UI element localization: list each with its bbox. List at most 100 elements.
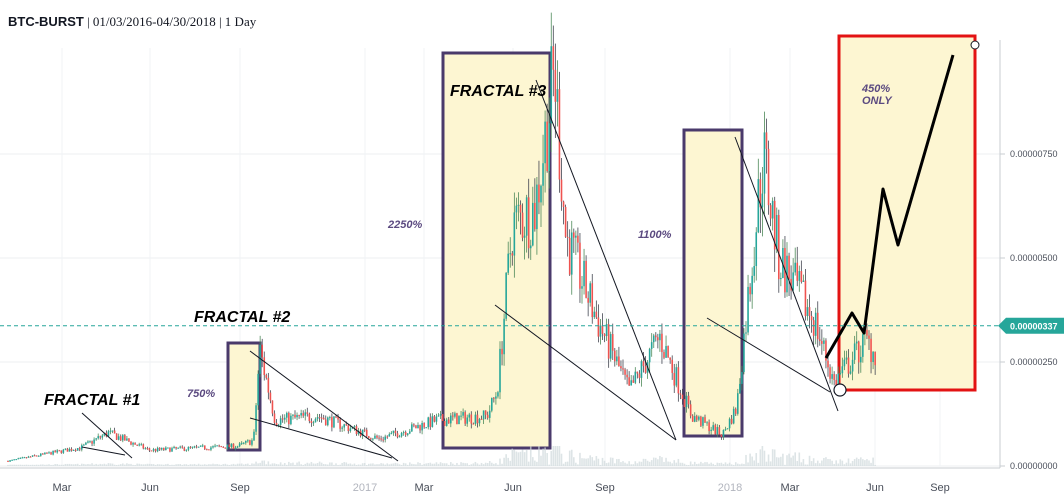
- candle-body: [279, 418, 282, 425]
- candle-body: [556, 89, 559, 102]
- volume-bar: [374, 464, 376, 466]
- volume-bar: [413, 464, 415, 466]
- volume-bar: [146, 463, 149, 466]
- candle-body: [259, 344, 261, 374]
- candle-body: [140, 444, 143, 446]
- candle-body: [76, 448, 79, 451]
- volume-bar: [232, 463, 235, 466]
- candle-body: [97, 436, 99, 439]
- candle-body: [314, 418, 317, 423]
- candle-body: [132, 442, 134, 445]
- volume-bar: [872, 457, 874, 466]
- volume-bar: [786, 455, 788, 466]
- volume-bar: [700, 461, 702, 466]
- candle-body: [160, 447, 163, 450]
- candle-body: [378, 437, 380, 439]
- candle-body: [837, 373, 840, 386]
- volume-bar: [193, 463, 196, 466]
- volume-bar: [361, 463, 364, 466]
- volume-bar: [630, 464, 632, 466]
- volume-bar: [501, 463, 503, 466]
- volume-bar: [737, 463, 739, 466]
- volume-bar: [316, 463, 319, 466]
- candle-body: [550, 46, 553, 124]
- volume-bar: [823, 457, 825, 466]
- candle-body: [148, 448, 151, 451]
- candle-body: [849, 371, 852, 374]
- volume-bar: [488, 461, 491, 466]
- volume-bar: [33, 464, 36, 466]
- volume-bar: [294, 464, 296, 466]
- candle-body: [560, 179, 563, 202]
- candle-body: [679, 393, 682, 395]
- candle-body: [767, 148, 770, 206]
- candle-body: [345, 424, 348, 426]
- x-tick-label: 2018: [718, 482, 742, 494]
- volume-bar: [554, 446, 557, 466]
- volume-bar: [732, 464, 735, 466]
- volume-bar: [743, 463, 745, 466]
- volume-bar: [816, 460, 819, 466]
- candle-body: [58, 450, 61, 452]
- volume-bar: [376, 464, 378, 466]
- volume-bar: [862, 459, 864, 466]
- candle-body: [536, 184, 538, 230]
- volume-bar: [119, 464, 122, 466]
- volume-bar: [236, 463, 239, 466]
- candle-body: [751, 275, 753, 295]
- candle-body: [835, 379, 837, 386]
- candle-body: [605, 324, 608, 337]
- volume-bar: [474, 461, 477, 466]
- volume-bar: [255, 461, 257, 466]
- candle-body: [197, 446, 200, 448]
- volume-bar: [27, 464, 30, 466]
- candle-body: [406, 433, 409, 435]
- volume-bar: [611, 457, 614, 466]
- candle-body: [722, 429, 725, 437]
- volume-bar: [753, 460, 755, 466]
- volume-bar: [568, 450, 571, 466]
- candle-body: [167, 447, 169, 449]
- candle-body: [251, 440, 253, 445]
- candle-body: [687, 395, 690, 405]
- volume-bar: [712, 463, 714, 466]
- volume-bar: [564, 461, 567, 466]
- volume-bar: [54, 464, 56, 466]
- volume-bar: [117, 464, 120, 466]
- candle-body: [712, 425, 714, 430]
- candle-body: [622, 368, 624, 370]
- x-tick-label: Sep: [595, 482, 615, 494]
- candle-body: [800, 271, 803, 282]
- candle-body: [220, 446, 222, 448]
- volume-bar: [148, 463, 151, 466]
- candle-body: [616, 356, 618, 362]
- candle-body: [33, 455, 36, 457]
- candle-body: [445, 419, 448, 426]
- trendline: [249, 350, 399, 462]
- volume-bar: [796, 460, 799, 466]
- volume-bar: [160, 464, 163, 466]
- volume-bar: [769, 461, 772, 466]
- volume-bar: [507, 457, 509, 466]
- candle-body: [296, 414, 298, 418]
- candle-body: [247, 440, 249, 442]
- candle-body: [538, 184, 540, 203]
- volume-bar: [864, 460, 866, 466]
- volume-bar: [404, 463, 407, 466]
- volume-bar: [652, 457, 655, 466]
- volume-bar: [136, 463, 138, 466]
- volume-bar: [433, 463, 436, 466]
- volume-bar: [126, 463, 128, 466]
- volume-bar: [122, 463, 124, 466]
- candle-body: [839, 373, 842, 375]
- candle-body: [503, 318, 505, 355]
- candle-body: [427, 417, 430, 428]
- candle-body: [245, 440, 247, 443]
- candle-body: [165, 447, 167, 450]
- volume-bar: [191, 464, 194, 466]
- candle-body: [548, 123, 550, 172]
- x-tick-label: Sep: [230, 482, 250, 494]
- candle-body: [593, 311, 596, 318]
